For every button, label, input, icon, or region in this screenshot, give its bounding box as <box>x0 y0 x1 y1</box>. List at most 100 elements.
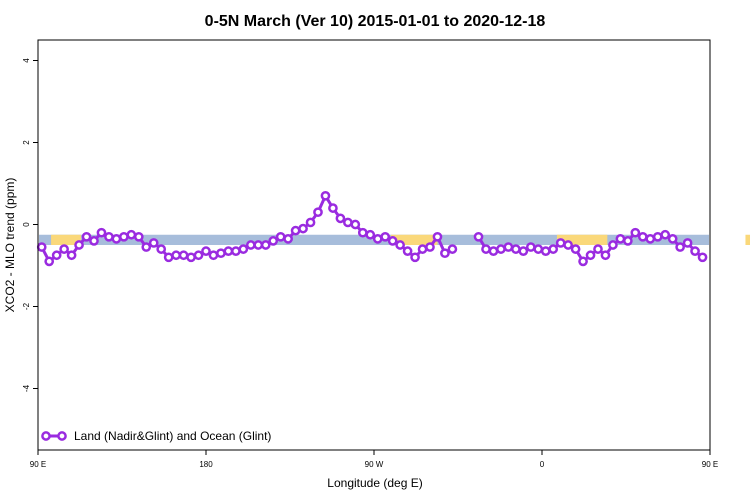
land-segment <box>51 234 81 245</box>
data-point <box>133 231 144 242</box>
data-point <box>201 246 211 256</box>
data-point <box>178 250 189 261</box>
data-point <box>417 244 428 254</box>
data-point <box>126 229 137 240</box>
data-point <box>488 246 499 256</box>
data-point <box>74 240 84 250</box>
data-point <box>328 203 338 213</box>
x-tick-label: 90 W <box>365 460 384 469</box>
data-point <box>141 242 152 252</box>
data-point <box>496 244 506 254</box>
legend: Land (Nadir&Glint) and Ocean (Glint) <box>41 429 271 443</box>
data-point <box>260 240 271 250</box>
data-point <box>111 234 122 244</box>
data-point <box>578 256 588 267</box>
data-point <box>600 250 611 261</box>
y-tick-label: 0 <box>22 222 31 227</box>
data-point <box>156 244 167 254</box>
data-point <box>380 231 391 242</box>
legend-marker-icon <box>41 431 51 441</box>
data-point <box>119 231 129 242</box>
x-axis: 90 E 180 90 W 0 90 E <box>30 450 718 469</box>
data-point <box>690 246 700 256</box>
legend-label: Land (Nadir&Glint) and Ocean (Glint) <box>74 429 271 443</box>
x-tick-label: 90 E <box>30 460 46 469</box>
y-tick-label: -2 <box>22 302 31 310</box>
data-point <box>533 244 544 254</box>
land-segment <box>390 234 438 245</box>
data-point <box>313 207 323 218</box>
data-point <box>51 250 62 261</box>
legend-marker-icon <box>57 431 67 441</box>
data-point <box>402 246 413 256</box>
data-point <box>186 252 196 263</box>
data-point <box>518 246 529 256</box>
data-point <box>305 217 316 228</box>
data-point <box>253 240 264 250</box>
data-point <box>570 244 581 254</box>
data-point <box>432 231 443 242</box>
data-point <box>645 234 656 244</box>
data-point <box>290 225 301 236</box>
data-point <box>473 231 484 242</box>
data-point <box>608 240 618 250</box>
data-point <box>171 250 181 261</box>
data-point <box>148 238 159 248</box>
data-point <box>268 236 279 246</box>
data-point <box>81 231 92 242</box>
y-tick-label: 4 <box>22 58 31 63</box>
land-segment <box>745 234 750 245</box>
data-point <box>89 236 99 246</box>
x-tick-label: 180 <box>199 460 213 469</box>
data-point <box>540 246 551 256</box>
x-tick-label: 90 E <box>702 460 718 469</box>
data-point <box>682 238 693 248</box>
data-point <box>615 234 626 244</box>
data-point <box>548 244 559 254</box>
data-point <box>231 246 241 256</box>
data-point <box>425 242 435 252</box>
data-point <box>697 252 708 263</box>
data-point <box>343 217 353 228</box>
x-tick-label: 0 <box>540 460 545 469</box>
data-point <box>238 244 249 254</box>
data-point <box>365 229 376 240</box>
data-point <box>585 250 596 261</box>
y-axis: 4 2 0 -2 -4 <box>22 58 38 392</box>
y-tick-label: 2 <box>22 140 31 145</box>
data-point <box>66 250 77 261</box>
y-axis-label: XCO2 - MLO trend (ppm) <box>3 178 17 313</box>
data-point <box>623 236 633 246</box>
series-point-group <box>36 190 708 267</box>
data-point <box>563 240 573 250</box>
data-point <box>320 190 331 201</box>
data-point <box>275 231 286 242</box>
data-point <box>44 256 55 267</box>
data-point <box>298 223 308 234</box>
x-axis-label: Longitude (deg E) <box>327 476 422 490</box>
data-point <box>59 244 69 254</box>
data-point <box>410 252 420 263</box>
data-point <box>395 240 405 250</box>
y-tick-label: -4 <box>22 384 31 392</box>
data-point <box>36 242 47 252</box>
data-point <box>447 244 458 254</box>
data-point <box>208 250 219 261</box>
data-point <box>387 236 398 246</box>
data-point <box>481 244 491 254</box>
data-point <box>630 227 641 238</box>
data-point <box>357 227 368 238</box>
data-point <box>283 234 293 244</box>
data-point <box>593 244 603 254</box>
data-point <box>675 242 685 252</box>
data-point <box>525 242 536 252</box>
data-point <box>652 231 663 242</box>
data-point <box>96 227 107 238</box>
data-point <box>555 238 566 248</box>
data-point <box>503 242 514 252</box>
data-point <box>245 240 256 250</box>
data-point <box>440 248 450 259</box>
data-point <box>637 231 648 242</box>
data-point <box>350 219 361 230</box>
